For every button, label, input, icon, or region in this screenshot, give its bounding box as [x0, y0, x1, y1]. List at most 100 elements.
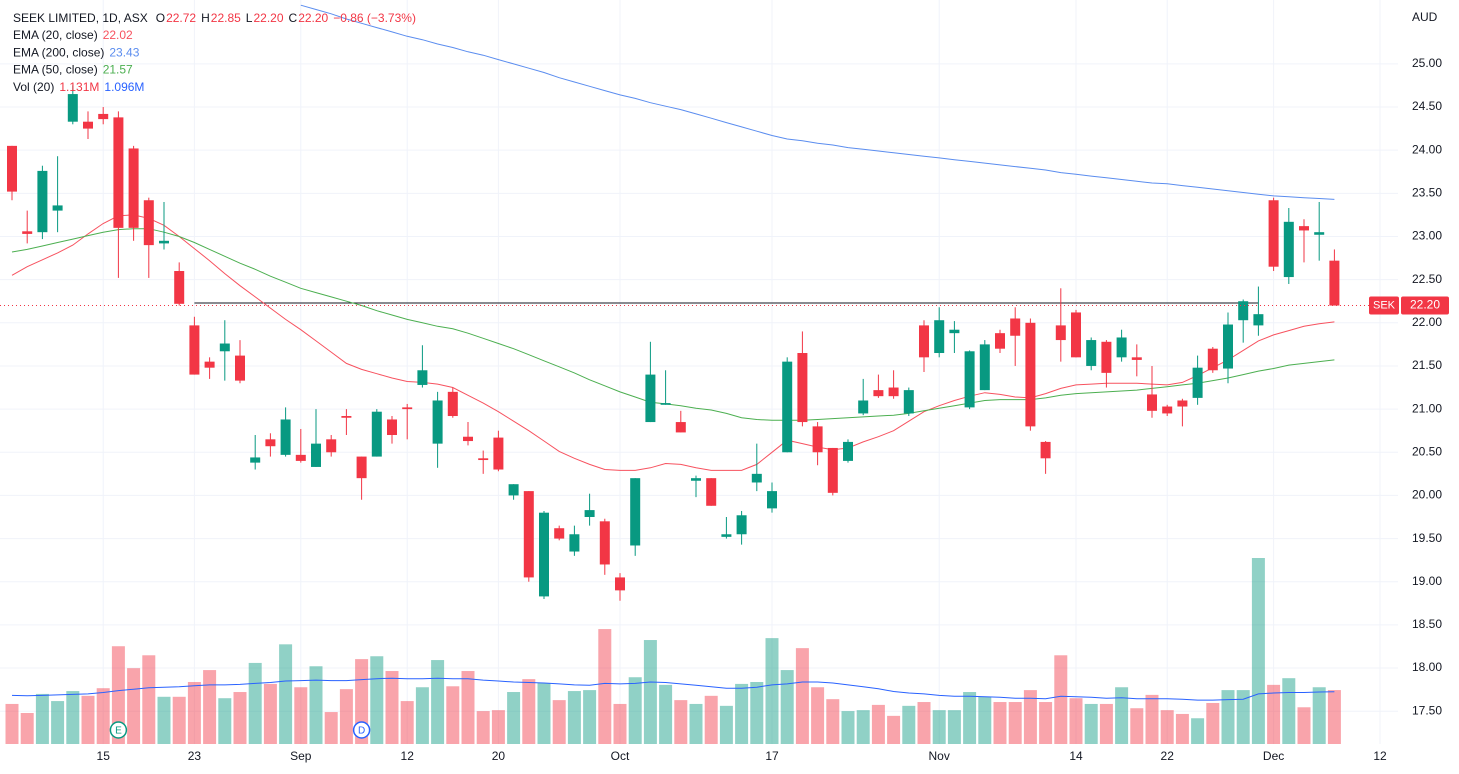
volume-bar: [1008, 702, 1022, 744]
candle-body: [402, 407, 413, 410]
volume-bar: [1251, 558, 1265, 744]
candle-body: [1177, 400, 1188, 407]
volume-bar: [567, 691, 581, 744]
volume-bar: [1206, 702, 1220, 744]
symbol-tag: [1369, 296, 1399, 315]
candle-body: [1055, 325, 1066, 341]
volume-bar: [1099, 703, 1113, 744]
volume-bar: [887, 715, 901, 744]
candle-body: [1314, 232, 1325, 235]
legend-row: EMA (50, close) 21.57: [13, 63, 133, 77]
candle-body: [1025, 322, 1036, 427]
candle-body: [827, 447, 838, 493]
volume-bar: [1145, 694, 1159, 744]
legend-volume-value: 1.131M: [59, 80, 99, 94]
y-tick-label: 25.00: [1412, 56, 1442, 70]
volume-bar: [735, 683, 749, 744]
volume-bar: [826, 699, 840, 744]
candle-body: [523, 491, 534, 578]
candle-body: [1329, 260, 1340, 306]
volume-bar: [1084, 703, 1098, 744]
volume-bar: [187, 682, 201, 744]
volume-bar: [20, 713, 34, 744]
y-tick-label: 23.00: [1412, 229, 1442, 243]
y-tick-label: 19.00: [1412, 574, 1442, 588]
volume-bar: [415, 687, 429, 744]
volume-bar: [643, 640, 657, 744]
candle-body: [873, 390, 884, 397]
candle-body: [508, 484, 519, 496]
y-tick-label: 21.50: [1412, 358, 1442, 372]
candle-body: [919, 325, 929, 358]
candle-body: [1101, 341, 1112, 373]
candle-body: [599, 521, 610, 565]
candle-body: [645, 374, 656, 423]
x-tick-label: 12: [401, 749, 415, 763]
legend-key: O: [156, 11, 165, 25]
legend-value: 22.72: [166, 11, 196, 25]
x-tick-label: 15: [97, 749, 111, 763]
x-tick-label: Sep: [290, 749, 312, 763]
x-tick-label: 23: [188, 749, 202, 763]
candle-body: [1147, 394, 1157, 411]
x-tick-label: 14: [1069, 749, 1083, 763]
volume-bar: [1039, 702, 1053, 744]
volume-bar: [689, 703, 703, 744]
volume-bar: [111, 646, 125, 744]
volume-bar: [218, 698, 232, 744]
candle-body: [37, 170, 48, 233]
volume-bar: [795, 648, 809, 744]
legend-change: −0.86 (−3.73%): [333, 11, 416, 25]
volume-bar: [552, 700, 566, 744]
candle-body: [356, 456, 367, 479]
volume-bar: [628, 677, 642, 744]
volume-bar: [780, 670, 794, 744]
volume-bar: [659, 684, 673, 744]
volume-bar: [1297, 707, 1311, 744]
volume-bar: [613, 703, 627, 744]
legend-series-name: EMA (20, close): [13, 28, 98, 42]
volume-bar: [172, 696, 186, 744]
candle-body: [1238, 301, 1249, 321]
volume-bar: [1130, 708, 1144, 744]
candle-body: [964, 351, 975, 408]
event-label: D: [358, 726, 365, 737]
volume-bar: [370, 656, 384, 744]
candle-body: [1040, 441, 1051, 459]
volume-bar: [431, 660, 445, 744]
volume-bar: [1327, 690, 1341, 744]
candle-body: [751, 473, 762, 483]
candle-body: [128, 148, 139, 228]
y-tick-label: 23.50: [1412, 186, 1442, 200]
event-marker: [109, 721, 128, 739]
candle-body: [52, 205, 63, 211]
volume-bar: [233, 692, 247, 744]
volume-bar: [993, 702, 1007, 744]
x-tick-label: Oct: [611, 749, 630, 763]
candle-body: [219, 343, 230, 352]
volume-bar: [765, 638, 779, 744]
candle-body: [858, 400, 869, 414]
volume-bar: [917, 702, 931, 744]
y-tick-label: 20.50: [1412, 444, 1442, 458]
volume-bar: [963, 692, 977, 744]
candle-body: [584, 510, 595, 518]
candle-body: [280, 419, 291, 455]
candle-body: [113, 117, 124, 228]
candle-body: [143, 200, 154, 246]
candle-body: [295, 454, 306, 461]
legend-series-name: EMA (50, close): [13, 63, 98, 77]
x-tick-label: 17: [765, 749, 779, 763]
volume-bar: [51, 701, 65, 744]
candle-body: [204, 361, 215, 368]
legend-value: 22.20: [298, 11, 328, 25]
axes: 17.50 18.00 18.50 19.00 19.50 20.00 20.50 21.00…: [13, 11, 1449, 763]
candle-body: [782, 361, 793, 453]
volume-bar: [263, 683, 277, 744]
candle-body: [417, 370, 428, 385]
candle-body: [539, 512, 549, 597]
volume-bar: [1069, 698, 1083, 744]
